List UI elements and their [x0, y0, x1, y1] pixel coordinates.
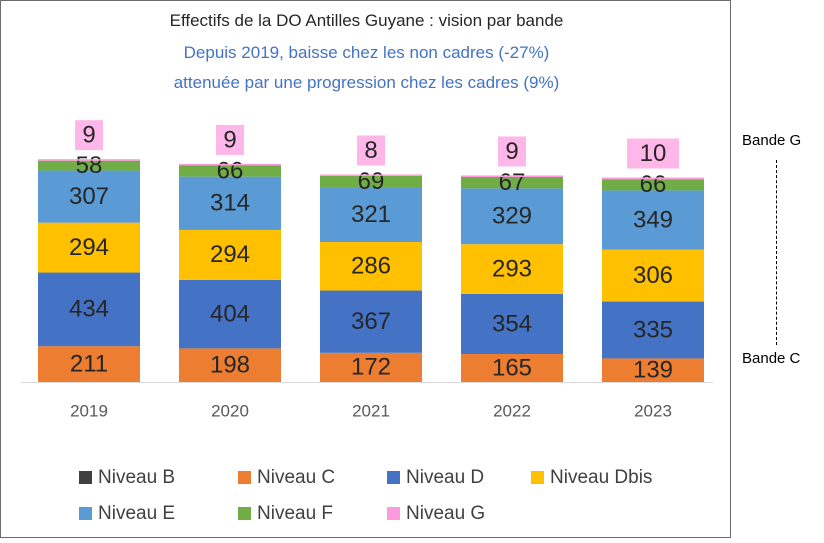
- data-label-niveau-dbis-2023: 306: [633, 262, 673, 289]
- bar-niveau-e-2023: [602, 190, 704, 250]
- bar-niveau-dbis-2023: [602, 249, 704, 302]
- data-label-niveau-d-2020: 404: [210, 300, 250, 327]
- data-label-niveau-d-2022: 354: [492, 310, 532, 337]
- bar-niveau-d-2019: [38, 272, 140, 347]
- bar-niveau-e-2022: [461, 188, 563, 245]
- bar-niveau-g-2019: [38, 159, 140, 161]
- legend-swatch-niveau-e: [79, 507, 92, 520]
- bande-c-label: Bande C: [742, 350, 801, 367]
- bar-niveau-f-2021: [320, 175, 422, 188]
- bar-niveau-e-2019: [38, 170, 140, 223]
- legend-label-niveau-b: Niveau B: [98, 467, 175, 488]
- data-label-niveau-g-2021: 8: [364, 137, 377, 164]
- chart-subtitle-line-1: Depuis 2019, baisse chez les non cadres …: [183, 43, 550, 62]
- x-tick-label-2019: 2019: [70, 401, 108, 420]
- data-label-niveau-dbis-2021: 286: [351, 253, 391, 280]
- data-label-niveau-f-2023: 66: [640, 171, 667, 198]
- bar-niveau-d-2022: [461, 293, 563, 354]
- chart-title: Effectifs de la DO Antilles Guyane : vis…: [169, 11, 564, 30]
- data-label-niveau-c-2019: 211: [70, 350, 108, 377]
- niveau-g-label-box-2023: [627, 138, 679, 169]
- data-label-niveau-dbis-2020: 294: [210, 241, 250, 268]
- legend-label-niveau-f: Niveau F: [257, 503, 333, 524]
- legend-label-niveau-dbis: Niveau Dbis: [550, 467, 652, 488]
- bar-niveau-c-2021: [320, 352, 422, 382]
- data-label-niveau-f-2022: 67: [499, 169, 526, 196]
- bar-niveau-c-2022: [461, 353, 563, 382]
- bar-niveau-dbis-2022: [461, 244, 563, 294]
- data-label-niveau-dbis-2019: 294: [69, 234, 109, 261]
- data-label-niveau-c-2020: 198: [210, 352, 250, 379]
- bar-niveau-g-2020: [179, 163, 281, 166]
- bar-niveau-dbis-2021: [320, 241, 422, 291]
- bar-niveau-d-2021: [320, 290, 422, 353]
- data-label-niveau-g-2020: 9: [223, 126, 236, 153]
- bar-niveau-f-2019: [38, 160, 140, 171]
- bar-niveau-c-2019: [38, 346, 140, 382]
- data-label-niveau-e-2019: 307: [69, 183, 109, 210]
- legend-label-niveau-d: Niveau D: [406, 467, 484, 488]
- legend-label-niveau-g: Niveau G: [406, 503, 485, 524]
- bar-niveau-d-2020: [179, 279, 281, 349]
- niveau-g-label-box-2021: [357, 135, 385, 166]
- bar-niveau-f-2022: [461, 177, 563, 189]
- bar-niveau-f-2023: [602, 179, 704, 191]
- data-label-niveau-dbis-2022: 293: [492, 255, 532, 282]
- data-label-niveau-e-2022: 329: [492, 203, 532, 230]
- data-label-niveau-g-2022: 9: [505, 138, 518, 165]
- bar-niveau-dbis-2020: [179, 229, 281, 280]
- data-label-niveau-e-2021: 321: [351, 201, 391, 228]
- niveau-g-label-box-2022: [498, 136, 526, 167]
- data-label-niveau-g-2019: 9: [82, 122, 95, 149]
- legend-swatch-niveau-d: [387, 471, 400, 484]
- bar-niveau-f-2020: [179, 165, 281, 177]
- chart-frame: Effectifs de la DO Antilles Guyane : vis…: [0, 0, 731, 538]
- data-label-niveau-d-2021: 367: [351, 308, 391, 335]
- legend-swatch-niveau-b: [79, 471, 92, 484]
- data-label-niveau-e-2023: 349: [633, 206, 673, 233]
- bar-niveau-d-2023: [602, 301, 704, 359]
- legend-label-niveau-e: Niveau E: [98, 503, 175, 524]
- x-tick-label-2021: 2021: [352, 401, 390, 420]
- bar-niveau-g-2022: [461, 175, 563, 178]
- data-label-niveau-d-2023: 335: [633, 316, 673, 343]
- bande-g-label: Bande G: [742, 132, 802, 149]
- bar-niveau-e-2020: [179, 176, 281, 230]
- niveau-g-label-box-2019: [75, 120, 103, 151]
- x-tick-label-2020: 2020: [211, 401, 249, 420]
- x-tick-label-2023: 2023: [634, 401, 672, 420]
- bar-niveau-c-2023: [602, 358, 704, 382]
- legend-label-niveau-c: Niveau C: [257, 467, 335, 488]
- bar-niveau-g-2021: [320, 174, 422, 176]
- bar-niveau-dbis-2019: [38, 222, 140, 273]
- data-label-niveau-f-2021: 69: [358, 168, 385, 195]
- legend-swatch-niveau-f: [238, 507, 251, 520]
- bar-niveau-c-2020: [179, 348, 281, 382]
- data-label-niveau-c-2022: 165: [492, 354, 532, 381]
- data-label-niveau-c-2023: 139: [633, 357, 673, 384]
- legend-swatch-niveau-g: [387, 507, 400, 520]
- legend-swatch-niveau-c: [238, 471, 251, 484]
- data-label-niveau-e-2020: 314: [210, 190, 250, 217]
- chart-subtitle-line-2: attenuée par une progression chez les ca…: [173, 73, 560, 92]
- bande-range-dashed-line: [776, 160, 777, 345]
- data-label-niveau-d-2019: 434: [69, 296, 109, 323]
- bar-niveau-g-2023: [602, 177, 704, 180]
- stacked-bar-chart: 211 434 294 307 58 9 2019 198 404 294 314 66 9 2020 17…: [21, 120, 713, 524]
- data-label-niveau-c-2021: 172: [351, 354, 391, 381]
- data-label-niveau-f-2019: 58: [76, 152, 103, 179]
- legend-swatch-niveau-dbis: [531, 471, 544, 484]
- data-label-niveau-g-2023: 10: [640, 140, 667, 167]
- bar-niveau-e-2021: [320, 187, 422, 242]
- x-tick-label-2022: 2022: [493, 401, 531, 420]
- data-label-niveau-f-2020: 66: [217, 157, 244, 184]
- niveau-g-label-box-2020: [216, 124, 244, 155]
